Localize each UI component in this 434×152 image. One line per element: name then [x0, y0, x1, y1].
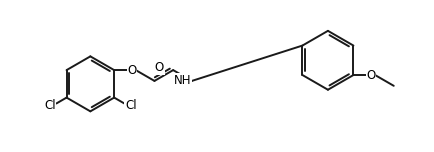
Text: NH: NH: [174, 74, 191, 87]
Text: Cl: Cl: [125, 99, 137, 112]
Text: O: O: [127, 64, 136, 77]
Text: Cl: Cl: [44, 99, 56, 112]
Text: O: O: [366, 69, 376, 81]
Text: O: O: [155, 61, 164, 74]
